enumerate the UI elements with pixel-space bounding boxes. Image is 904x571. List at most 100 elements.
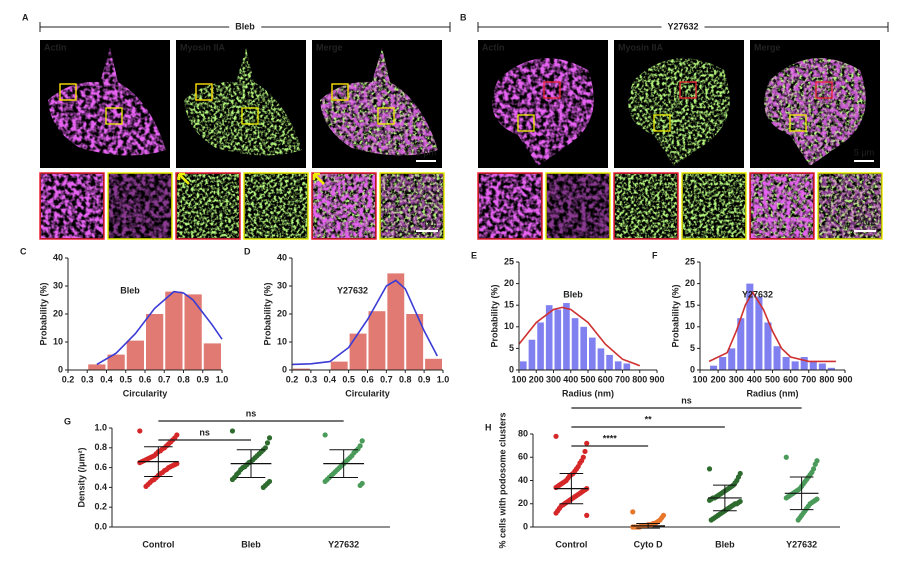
y-tick-label: 10 bbox=[277, 336, 287, 346]
data-point bbox=[322, 478, 328, 485]
zoom-signal bbox=[683, 174, 745, 238]
x-tick-label: 0.8 bbox=[399, 374, 412, 384]
data-point bbox=[783, 454, 789, 460]
fit-curve bbox=[518, 306, 641, 367]
x-tick-label: 500 bbox=[580, 374, 595, 384]
histogram-bar bbox=[368, 311, 386, 370]
title-bg bbox=[229, 20, 262, 34]
y-tick-label: 1.0 bbox=[94, 422, 107, 432]
x-axis-label: Circularity bbox=[123, 388, 168, 398]
channel-label: Actin bbox=[44, 42, 67, 52]
histogram-bar bbox=[545, 305, 553, 370]
x-axis-label: Radius (nm) bbox=[562, 388, 614, 398]
y-tick-label: 0.4 bbox=[94, 482, 107, 492]
histogram-bar bbox=[537, 322, 544, 370]
data-point bbox=[783, 495, 789, 501]
zoom-signal bbox=[547, 174, 609, 238]
significance-label: ns bbox=[246, 408, 257, 418]
x-tick-label: 0.8 bbox=[177, 374, 190, 384]
histogram-bar bbox=[782, 357, 790, 370]
histogram-bar bbox=[107, 354, 125, 370]
cell-signal bbox=[320, 48, 438, 156]
zoom-signal bbox=[109, 174, 171, 238]
histogram-bar bbox=[606, 354, 613, 370]
data-point bbox=[137, 428, 143, 434]
histogram-bar bbox=[710, 365, 718, 370]
channel-label: Myosin IIA bbox=[618, 42, 664, 52]
roi bbox=[105, 107, 123, 125]
x-tick-label: 800 bbox=[819, 374, 834, 384]
x-axis-label: Circularity bbox=[345, 388, 390, 398]
panel-letter: B bbox=[460, 12, 467, 22]
x-tick-label: 0.9 bbox=[418, 374, 431, 384]
chart-title: Bleb bbox=[563, 289, 583, 299]
significance-label: ns bbox=[199, 427, 210, 437]
histogram-bar bbox=[818, 363, 826, 370]
y-axis-label: Probability (%) bbox=[38, 282, 48, 345]
histogram-bar bbox=[203, 343, 221, 370]
y-tick-label: 20 bbox=[504, 278, 514, 288]
panel-letter: A bbox=[22, 12, 29, 22]
zoom-signal bbox=[313, 174, 375, 238]
histogram-bar bbox=[746, 283, 754, 370]
x-tick-label: 0.4 bbox=[100, 374, 113, 384]
histogram-bar bbox=[387, 273, 405, 370]
y-tick-label: 10 bbox=[53, 336, 63, 346]
significance-label: **** bbox=[603, 433, 618, 443]
y-axis-label: Probability (%) bbox=[670, 284, 680, 347]
y-tick-label: 15 bbox=[504, 300, 514, 310]
histogram-bar bbox=[165, 291, 183, 370]
x-tick-label: Y27632 bbox=[328, 539, 359, 549]
histogram-bar bbox=[293, 368, 310, 370]
x-tick-label: 900 bbox=[837, 374, 852, 384]
x-tick-label: 600 bbox=[598, 374, 613, 384]
data-point bbox=[264, 440, 271, 446]
x-tick-label: 0.5 bbox=[342, 374, 355, 384]
x-tick-label: Control bbox=[142, 539, 174, 549]
roi bbox=[653, 114, 671, 132]
channel-label: Actin bbox=[482, 42, 505, 52]
histogram-bar bbox=[146, 314, 164, 370]
histogram-bar bbox=[406, 314, 424, 370]
panel-letter: E bbox=[471, 250, 477, 260]
x-tick-label: 700 bbox=[801, 374, 816, 384]
scale-label: 5 μm bbox=[416, 147, 436, 157]
y-tick-label: 20 bbox=[685, 278, 695, 288]
x-tick-label: 900 bbox=[649, 374, 664, 384]
x-tick-label: 0.2 bbox=[62, 374, 75, 384]
histogram-bar bbox=[800, 357, 808, 370]
panel-title: Y27632 bbox=[667, 21, 698, 31]
histogram-bar bbox=[589, 337, 596, 370]
roi bbox=[517, 114, 535, 132]
x-tick-label: 100 bbox=[511, 374, 526, 384]
y-tick-label: 0 bbox=[509, 364, 514, 374]
data-point bbox=[795, 517, 801, 523]
roi bbox=[679, 81, 697, 99]
roi bbox=[789, 114, 807, 132]
data-point bbox=[706, 497, 713, 503]
data-point bbox=[266, 435, 273, 441]
y-tick-label: 30 bbox=[277, 280, 287, 290]
y-tick-label: 0.8 bbox=[94, 442, 107, 452]
histogram-bar bbox=[520, 361, 527, 370]
y-tick-label: 10 bbox=[685, 321, 695, 331]
histogram-bar bbox=[563, 303, 570, 370]
zoom-signal bbox=[751, 174, 813, 238]
y-tick-label: 0 bbox=[58, 364, 63, 374]
panel-letter: C bbox=[20, 246, 27, 256]
histogram-bar bbox=[580, 326, 587, 370]
y-tick-label: 40 bbox=[53, 252, 63, 262]
data-point bbox=[708, 517, 714, 523]
zoom-signal bbox=[819, 174, 881, 238]
y-tick-label: 30 bbox=[53, 280, 63, 290]
x-axis-label: Radius (nm) bbox=[746, 388, 798, 398]
x-tick-label: 800 bbox=[632, 374, 647, 384]
histogram-bar bbox=[623, 363, 631, 370]
y-tick-label: 0.6 bbox=[94, 462, 107, 472]
histogram-bar bbox=[737, 318, 745, 370]
roi bbox=[377, 107, 395, 125]
x-tick-label: 0.5 bbox=[119, 374, 132, 384]
data-point bbox=[553, 510, 559, 516]
x-tick-label: 600 bbox=[783, 374, 798, 384]
chart-title: Bleb bbox=[120, 285, 140, 295]
